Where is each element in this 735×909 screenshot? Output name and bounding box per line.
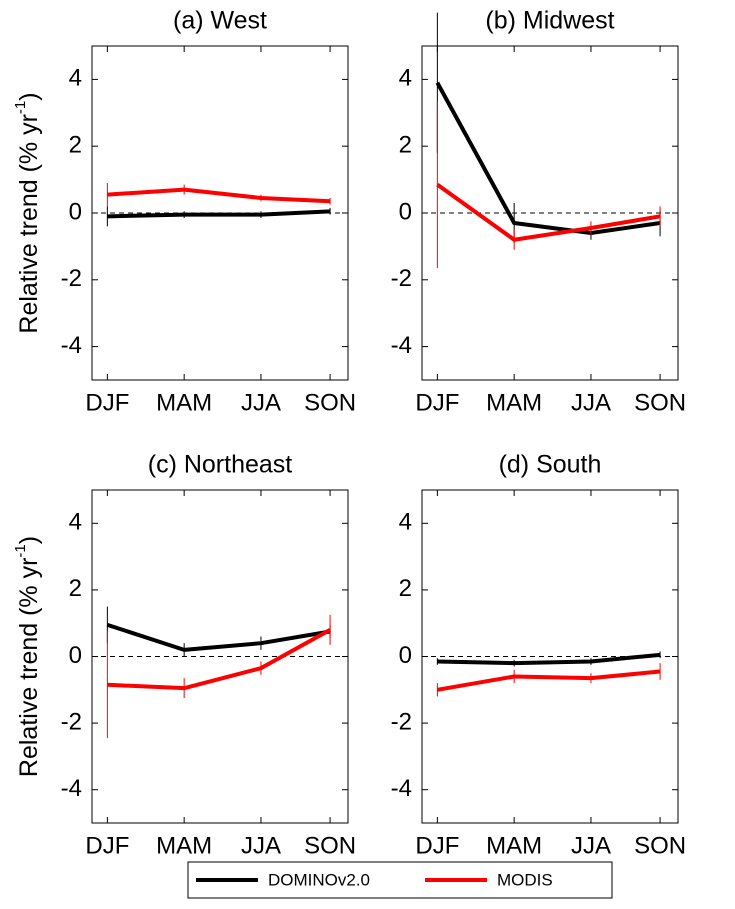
- series-line: [436, 182, 661, 242]
- y-tick-label: 2: [69, 575, 82, 602]
- chart-title: (d) South: [499, 451, 602, 479]
- y-axis-label-sup: -1: [12, 101, 29, 114]
- y-tick-label: 4: [399, 509, 412, 536]
- y-tick-label: -4: [391, 332, 412, 359]
- x-tick-label: MAM: [156, 832, 212, 859]
- plot-frame: [91, 489, 349, 824]
- chart-title: (c) Northeast: [148, 451, 293, 479]
- series-line: [106, 622, 331, 652]
- y-axis-label: Relative trend (% yr-1): [12, 536, 43, 777]
- plot-frame: [91, 45, 349, 381]
- y-tick-label: -2: [61, 708, 82, 735]
- plot-frame: [421, 45, 679, 381]
- series-line: [107, 209, 331, 219]
- series-line: [435, 81, 661, 236]
- chart-title: (b) Midwest: [485, 7, 614, 35]
- x-tick-label: SON: [304, 389, 356, 416]
- x-tick-label: MAM: [486, 832, 542, 859]
- y-axis-label-end: ): [15, 92, 43, 100]
- x-tick-label: DJF: [85, 832, 129, 859]
- y-tick-label: 2: [399, 132, 412, 159]
- y-tick-label: -2: [61, 265, 82, 292]
- y-tick-label: -4: [391, 775, 412, 802]
- y-tick-label: -2: [391, 265, 412, 292]
- x-tick-label: MAM: [156, 389, 212, 416]
- x-tick-label: SON: [634, 832, 686, 859]
- y-tick-label: 2: [399, 575, 412, 602]
- y-tick-label: 4: [399, 65, 412, 92]
- plot-frame: [421, 489, 679, 824]
- y-tick-label: -4: [61, 775, 82, 802]
- legend-label: MODIS: [497, 870, 553, 889]
- series-line: [107, 187, 331, 204]
- legend-label: DOMINOv2.0: [268, 870, 370, 889]
- y-axis-label: Relative trend (% yr-1): [12, 92, 43, 333]
- x-tick-label: JJA: [571, 832, 611, 859]
- x-tick-label: SON: [304, 832, 356, 859]
- y-tick-label: 0: [69, 198, 82, 225]
- y-axis-label-end: ): [15, 536, 43, 544]
- series-line: [437, 669, 661, 692]
- y-tick-label: 0: [399, 198, 412, 225]
- x-tick-label: MAM: [486, 389, 542, 416]
- y-axis-label-text: Relative trend (% yr: [15, 114, 43, 334]
- y-tick-label: 0: [399, 642, 412, 669]
- chart-title: (a) West: [173, 7, 267, 35]
- x-tick-label: JJA: [241, 832, 281, 859]
- x-tick-label: JJA: [241, 389, 281, 416]
- y-tick-label: 0: [69, 642, 82, 669]
- x-tick-label: DJF: [85, 389, 129, 416]
- y-tick-label: 4: [69, 509, 82, 536]
- y-tick-label: -4: [61, 332, 82, 359]
- series-line: [437, 652, 661, 666]
- y-axis-label-sup: -1: [12, 544, 29, 557]
- x-tick-label: DJF: [415, 832, 459, 859]
- legend-box: [187, 861, 613, 899]
- y-tick-label: 2: [69, 132, 82, 159]
- y-tick-label: -2: [391, 708, 412, 735]
- x-tick-label: JJA: [571, 389, 611, 416]
- x-tick-label: SON: [634, 389, 686, 416]
- series-line: [107, 628, 332, 691]
- y-axis-label-text: Relative trend (% yr: [15, 558, 43, 778]
- y-tick-label: 4: [69, 65, 82, 92]
- x-tick-label: DJF: [415, 389, 459, 416]
